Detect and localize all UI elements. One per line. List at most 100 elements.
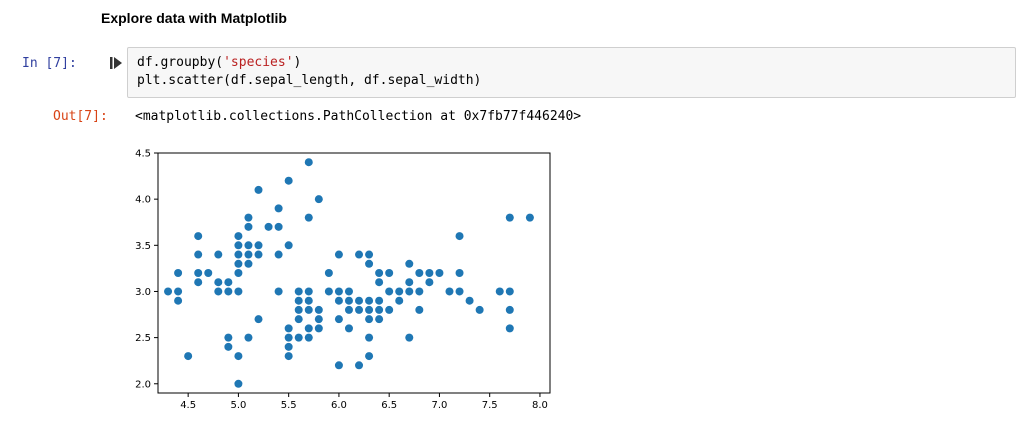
code-editor[interactable]: df.groupby('species') plt.scatter(df.sep… <box>137 54 481 90</box>
scatter-point <box>234 250 243 259</box>
scatter-point <box>324 287 333 296</box>
scatter-point <box>174 296 183 305</box>
scatter-point <box>294 315 303 324</box>
code-line-2: plt.scatter(df.sepal_length, df.sepal_wi… <box>137 73 482 88</box>
scatter-point <box>174 269 183 277</box>
scatter-point <box>355 305 364 314</box>
section-heading: Explore data with Matplotlib <box>101 10 287 26</box>
scatter-point <box>505 305 514 314</box>
y-tick-label: 2.0 <box>135 379 151 390</box>
scatter-point <box>274 250 283 259</box>
scatter-point <box>375 296 384 305</box>
scatter-point <box>224 333 233 342</box>
scatter-point <box>405 333 414 342</box>
cell-output-text: <matplotlib.collections.PathCollection a… <box>135 109 582 124</box>
scatter-point <box>284 352 293 361</box>
scatter-point <box>244 241 253 250</box>
scatter-point <box>334 361 343 370</box>
scatter-point <box>344 324 353 333</box>
scatter-point <box>244 250 253 259</box>
run-cell-icon[interactable] <box>110 56 122 70</box>
scatter-point <box>234 379 243 388</box>
x-tick-label: 7.5 <box>482 400 498 411</box>
scatter-point <box>344 287 353 296</box>
scatter-point <box>314 195 323 204</box>
scatter-point <box>365 352 374 361</box>
scatter-point <box>355 250 364 259</box>
scatter-point <box>294 305 303 314</box>
scatter-point <box>194 269 203 277</box>
scatter-point <box>204 269 213 277</box>
scatter-point <box>415 287 424 296</box>
scatter-point <box>435 269 444 277</box>
x-tick-label: 8.0 <box>532 400 548 411</box>
x-tick-label: 6.5 <box>381 400 397 411</box>
scatter-point <box>415 305 424 314</box>
scatter-point <box>194 278 203 287</box>
scatter-point <box>455 232 464 241</box>
scatter-point <box>405 278 414 287</box>
scatter-point <box>244 222 253 231</box>
scatter-point <box>284 333 293 342</box>
in-prompt: In [7]: <box>22 56 77 71</box>
scatter-point <box>304 158 313 167</box>
scatter-point <box>254 241 263 250</box>
y-axis: 2.0 2.5 3.0 3.5 4.0 4.5 <box>135 149 158 390</box>
scatter-point <box>375 269 384 277</box>
scatter-point <box>254 185 263 194</box>
code-cell-input[interactable]: df.groupby('species') plt.scatter(df.sep… <box>127 47 1016 98</box>
x-tick-label: 5.5 <box>281 400 297 411</box>
scatter-point <box>314 315 323 324</box>
scatter-point <box>294 333 303 342</box>
scatter-point <box>284 324 293 333</box>
scatter-point <box>334 315 343 324</box>
y-tick-label: 4.5 <box>135 149 151 160</box>
scatter-point <box>194 232 203 241</box>
scatter-point <box>445 287 454 296</box>
scatter-point <box>304 333 313 342</box>
scatter-point <box>234 352 243 361</box>
scatter-point <box>304 305 313 314</box>
scatter-point <box>294 287 303 296</box>
scatter-point <box>254 250 263 259</box>
scatter-point <box>264 222 273 231</box>
scatter-point <box>274 287 283 296</box>
scatter-point <box>234 232 243 241</box>
scatter-point <box>304 213 313 222</box>
y-tick-label: 4.0 <box>135 195 151 206</box>
scatter-point <box>284 241 293 250</box>
scatter-point <box>214 287 223 296</box>
scatter-point <box>324 269 333 277</box>
code-line-1: df.groupby('species') <box>137 55 301 70</box>
code-text: df.groupby( <box>137 55 224 70</box>
x-tick-label: 5.0 <box>230 400 246 411</box>
scatter-point <box>395 287 404 296</box>
scatter-point <box>224 278 233 287</box>
out-prompt: Out[7]: <box>53 109 108 124</box>
scatter-point <box>465 296 474 305</box>
x-tick-label: 6.0 <box>331 400 347 411</box>
scatter-point <box>234 259 243 268</box>
scatter-point <box>455 269 464 277</box>
scatter-point <box>304 287 313 296</box>
scatter-point <box>284 342 293 351</box>
scatter-point <box>505 213 514 222</box>
scatter-point <box>294 296 303 305</box>
scatter-point <box>184 352 193 361</box>
scatter-point <box>375 305 384 314</box>
scatter-point <box>254 315 263 324</box>
scatter-point <box>375 315 384 324</box>
scatter-point <box>164 287 173 296</box>
scatter-point <box>405 287 414 296</box>
scatter-point <box>385 305 394 314</box>
scatter-point <box>334 296 343 305</box>
scatter-point <box>355 361 364 370</box>
scatter-point <box>274 222 283 231</box>
scatter-point <box>234 287 243 296</box>
scatter-point <box>475 305 484 314</box>
scatter-point <box>365 315 374 324</box>
scatter-point <box>304 296 313 305</box>
scatter-point <box>425 278 434 287</box>
y-tick-label: 3.0 <box>135 287 151 298</box>
scatter-point <box>244 333 253 342</box>
